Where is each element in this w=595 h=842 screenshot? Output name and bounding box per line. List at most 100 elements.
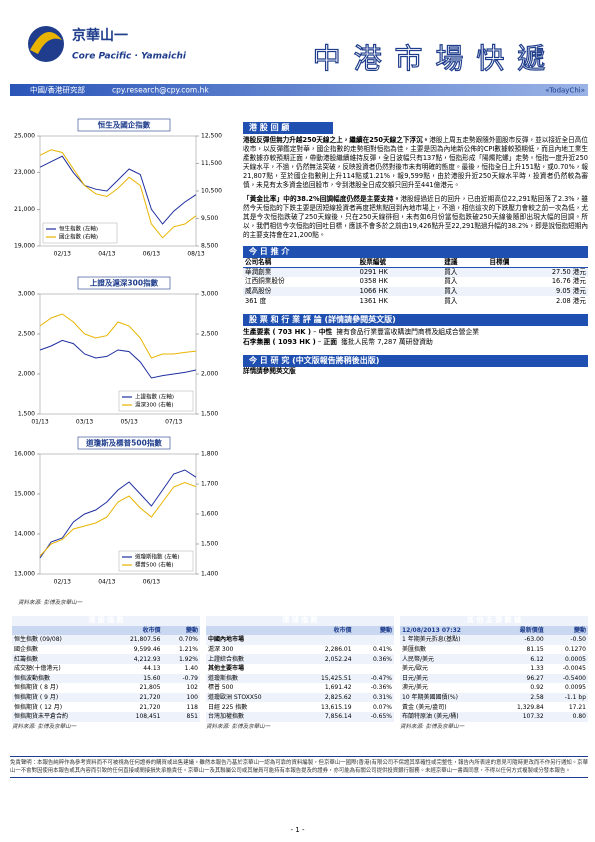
- chart: 上證及滬深300指數 1,500 2,000 2,500 3,000 1,500 2,000…: [18, 276, 218, 426]
- cell: 2,286.01: [324, 646, 352, 654]
- cell: -0.79: [162, 673, 200, 684]
- table-block: 港 股 指 數收市價 變動 恒生指數 (09/08) 21,807.56 0.70% 國企…: [12, 616, 200, 730]
- cell: 2,825.62: [298, 692, 354, 703]
- disclaimer: 免責聲明：本報告純粹作為參考資料而不可被視為任何證券的購買或出售建議。雖然本報告…: [10, 756, 588, 778]
- title-box: [77, 276, 171, 290]
- column-header: 公司名稱: [243, 258, 358, 269]
- column-header: 變動: [353, 625, 394, 636]
- chart-title: 恒生及國企指數: [98, 120, 151, 130]
- header: 京華山一 Core Pacific · Yamaichi 中 港 市 場 快 遞…: [10, 26, 588, 96]
- row: 恒指期貨 ( 9 月) 21,720 100: [12, 692, 200, 703]
- cell: -1.1 bp: [545, 692, 588, 703]
- right-column: 港 股 回 顧 港股反彈但無力升越250天線之上，繼續在250天線之下浮沉。港股…: [243, 122, 588, 376]
- cell: 21,720: [106, 692, 163, 703]
- cell: 成交額(十億港元): [14, 665, 61, 673]
- paragraph: 港股反彈但無力升越250天線之上，繼續在250天線之下浮沉。港股上周五走勢跟隨外…: [243, 136, 588, 190]
- cell: 9,599.46: [133, 646, 161, 654]
- cell: 恒指期貨未平倉合約: [12, 711, 107, 722]
- cell: 威高股份: [245, 287, 272, 296]
- cell: 107.32: [497, 711, 546, 722]
- picks-table: 公司名稱 股票編號 建議 目標價 華潤創業 0291 HK 買入 27.50 港元 江西銅業股份…: [243, 258, 588, 306]
- cell: -0.47%: [353, 673, 394, 684]
- x-tick-label: 04/13: [98, 579, 115, 586]
- title-box: [77, 118, 171, 132]
- x-tick-label: 06/13: [143, 251, 160, 258]
- y-tick-label: 23,000: [14, 169, 35, 176]
- y2-tick-label: 1,700: [201, 481, 218, 488]
- y-tick-label: 19,000: [14, 243, 35, 250]
- cell: 恒生指數 (09/08): [12, 635, 107, 645]
- cell: -0.5400: [545, 673, 588, 684]
- cell: 江西銅業股份: [245, 277, 285, 286]
- lead: 港股反彈但無力升越250天線之上，繼續在250天線之下浮沉。: [243, 136, 430, 144]
- cell: 1,691.42: [324, 684, 352, 692]
- table-title: 其 他 主 要 數 據: [400, 616, 588, 626]
- y-tick-label: 14,000: [14, 531, 35, 538]
- legend-label: 恒生指數 (左軸): [59, 225, 98, 233]
- cell: -0.50: [545, 635, 588, 645]
- y2-tick-label: 11,500: [201, 160, 222, 167]
- cell: 0.07%: [372, 703, 392, 711]
- series-line: [39, 339, 197, 379]
- email: cpy.research@cpy.com.hk: [112, 86, 209, 95]
- table-source: 資料來源: 彭博及京華山一: [400, 723, 465, 730]
- cell: 標普 500: [208, 684, 234, 692]
- section-title: 港 股 回 顧: [243, 122, 333, 134]
- plot-frame: [39, 293, 197, 415]
- title-box: [77, 436, 171, 450]
- row: 澳元/美元 0.92 0.0095: [400, 683, 588, 693]
- cell: 恒指期貨 ( 8 月): [14, 684, 59, 692]
- x-tick-label: 02/13: [54, 251, 71, 258]
- cell: 102: [186, 684, 198, 692]
- section-title: 股 票 和 行 業 評 論 (詳情請參閱英文版): [243, 313, 588, 326]
- x-tick-label: 02/13: [54, 579, 71, 586]
- cell: 2,052.24: [298, 654, 354, 664]
- company: 石李集團 ( 1093 HK ): [243, 337, 316, 346]
- cell: 0.80: [545, 711, 588, 722]
- cell: 1,329.84: [517, 703, 544, 711]
- cell: 買入: [444, 296, 458, 305]
- column-header: 建議: [442, 258, 488, 269]
- column-header: 收市價: [298, 625, 354, 636]
- series-line: [39, 481, 197, 557]
- title-row: 環 球 指 數: [206, 616, 394, 626]
- cell: 0.31%: [353, 692, 394, 703]
- chart-title: 道瓊斯及標普500指數: [85, 438, 162, 448]
- blank-cell: [12, 625, 107, 636]
- blank-cell: [206, 625, 299, 636]
- cell: 81.15: [526, 646, 544, 654]
- table-block: 其 他 主 要 數 據 12/08/2013 07:32 最新價值 變動 1 年期美元拆…: [400, 616, 588, 730]
- page-number: - 1 -: [290, 826, 305, 834]
- legend-box: [118, 550, 194, 572]
- data-table: 港 股 指 數收市價 變動 恒生指數 (09/08) 21,807.56 0.70% 國企…: [12, 616, 200, 722]
- series-line: [39, 469, 197, 559]
- x-tick-label: 06/13: [143, 579, 160, 586]
- table-block: 環 球 指 數收市價 變動 中國內地市場 滬深 300 2,286.01 0.41% 上證綜…: [206, 616, 394, 730]
- group-label: 其他主要市場: [208, 665, 245, 673]
- row: 標普 500 1,691.42 -0.36%: [206, 683, 394, 693]
- cell: 美元/歐元: [402, 665, 429, 673]
- row: 成交額(十億港元) 44.13 1.40: [12, 664, 200, 674]
- lead: 「黃金比率」中的38.2%回調幅度仍然是主要支持。: [243, 195, 401, 203]
- comment-text: 擁有食品行業豐富收購澳門商標及組成合營企業: [336, 327, 480, 336]
- legend-label: 上證指數 (左軸): [135, 393, 174, 401]
- logo: [28, 26, 64, 62]
- body: 港股經過近日的回升，已由近期高位22,291點回落了2.3%，雖然今天恒指的下跌…: [243, 195, 588, 239]
- cell: 1.40: [184, 665, 198, 673]
- cell: 1066 HK: [359, 287, 388, 296]
- cell: 21,807.56: [106, 635, 163, 645]
- chart-title: 上證及滬深300指數: [90, 278, 159, 288]
- series-line: [39, 155, 197, 225]
- y2-tick-label: 2,000: [201, 371, 218, 378]
- y-tick-label: 13,000: [14, 571, 35, 578]
- row: 道瓊斯指數 15,425.51 -0.47%: [206, 673, 394, 684]
- cell: 0.70%: [162, 635, 200, 645]
- cell: 美匯指數: [402, 646, 427, 654]
- cell: 4,212.93: [106, 654, 163, 664]
- row: 361 度 1361 HK 買入 2.08 港元: [243, 296, 588, 306]
- cell: 0.36%: [353, 654, 394, 664]
- row: 恒生指數 (09/08) 21,807.56 0.70%: [12, 635, 200, 645]
- cell: 10 年期美國國債(%): [400, 692, 498, 703]
- row: 恒指波動指數 15.60 -0.79: [12, 673, 200, 684]
